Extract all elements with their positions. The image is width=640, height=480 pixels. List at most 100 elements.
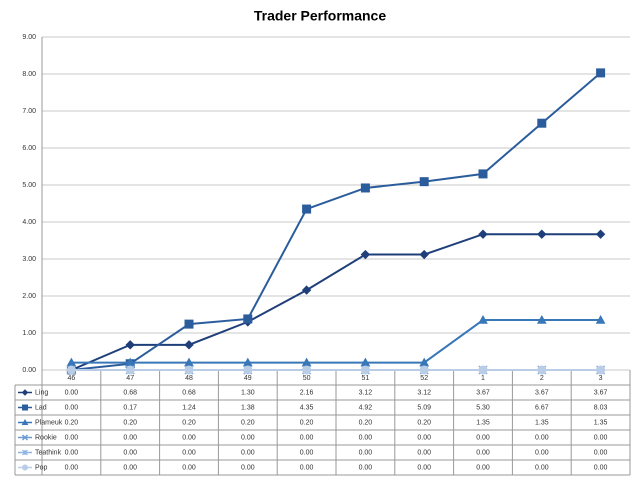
marker bbox=[536, 315, 547, 324]
marker bbox=[478, 229, 488, 239]
marker bbox=[21, 434, 29, 441]
table-cell: 0.00 bbox=[359, 464, 373, 471]
table-cell: 0.00 bbox=[65, 434, 79, 441]
marker bbox=[21, 418, 29, 425]
marker bbox=[21, 389, 29, 396]
table-cell: 0.00 bbox=[359, 434, 373, 441]
table-cell: 2.16 bbox=[300, 389, 314, 396]
marker bbox=[301, 285, 312, 295]
table-cell: 0.68 bbox=[123, 389, 137, 396]
table-cell: 0.00 bbox=[535, 449, 549, 456]
table-cell: 0.00 bbox=[241, 434, 255, 441]
legend-label: Ling bbox=[35, 389, 48, 396]
y-tick-label: 4.00 bbox=[22, 219, 36, 226]
x-tick-label: 2 bbox=[540, 375, 544, 382]
table-cell: 0.00 bbox=[359, 449, 373, 456]
marker bbox=[419, 177, 429, 187]
table-cell: 0.20 bbox=[417, 419, 431, 426]
table-cell: 0.00 bbox=[123, 449, 137, 456]
marker bbox=[66, 365, 76, 375]
table-cell: 0.00 bbox=[476, 464, 490, 471]
table-cell: 0.00 bbox=[594, 464, 608, 471]
table-cell: 4.35 bbox=[300, 404, 314, 411]
x-tick-label: 3 bbox=[599, 375, 603, 382]
series-line bbox=[71, 72, 602, 371]
marker bbox=[596, 365, 606, 375]
series-line bbox=[71, 319, 601, 364]
table-cell: 0.00 bbox=[535, 464, 549, 471]
marker bbox=[184, 365, 194, 375]
table-cell: 1.35 bbox=[476, 419, 490, 426]
table-cell: 3.12 bbox=[359, 389, 373, 396]
table-cell: 0.00 bbox=[300, 434, 314, 441]
marker bbox=[537, 229, 547, 239]
table-cell: 5.09 bbox=[417, 404, 431, 411]
y-tick-label: 3.00 bbox=[22, 256, 36, 263]
marker bbox=[125, 340, 135, 350]
table-cell: 0.00 bbox=[594, 434, 608, 441]
y-tick-label: 9.00 bbox=[22, 34, 36, 41]
legend-label: Teathink bbox=[35, 449, 62, 456]
table-cell: 0.20 bbox=[182, 419, 196, 426]
table-cell: 0.00 bbox=[417, 449, 431, 456]
table-cell: 3.67 bbox=[476, 389, 490, 396]
table-cell: 0.20 bbox=[359, 419, 373, 426]
table-cell: 1.35 bbox=[594, 419, 608, 426]
table-cell: 0.00 bbox=[182, 464, 196, 471]
marker bbox=[302, 204, 312, 214]
x-tick-label: 46 bbox=[68, 375, 76, 382]
table-cell: 0.20 bbox=[123, 419, 137, 426]
x-tick-label: 49 bbox=[244, 375, 252, 382]
table-cell: 1.24 bbox=[182, 404, 196, 411]
x-tick-label: 52 bbox=[420, 375, 428, 382]
marker bbox=[596, 68, 606, 78]
table-cell: 0.20 bbox=[241, 419, 255, 426]
legend-label: Rookie bbox=[35, 434, 57, 441]
table-cell: 0.17 bbox=[123, 404, 137, 411]
marker bbox=[360, 183, 370, 193]
legend-label: Pop bbox=[35, 464, 48, 471]
y-tick-label: 7.00 bbox=[22, 108, 36, 115]
marker bbox=[537, 365, 547, 375]
marker bbox=[125, 365, 135, 375]
y-tick-label: 8.00 bbox=[22, 71, 36, 78]
table-cell: 1.38 bbox=[241, 404, 255, 411]
marker bbox=[22, 404, 28, 411]
y-tick-label: 1.00 bbox=[22, 330, 36, 337]
table-cell: 0.00 bbox=[65, 464, 79, 471]
marker bbox=[595, 315, 606, 324]
table-cell: 1.35 bbox=[535, 419, 549, 426]
x-tick-label: 51 bbox=[362, 375, 370, 382]
table-cell: 0.00 bbox=[476, 449, 490, 456]
marker bbox=[184, 340, 194, 350]
marker bbox=[537, 118, 547, 128]
x-tick-label: 1 bbox=[481, 375, 485, 382]
marker bbox=[478, 169, 488, 179]
table-cell: 0.00 bbox=[182, 449, 196, 456]
marker bbox=[478, 315, 488, 324]
table-cell: 4.92 bbox=[359, 404, 373, 411]
marker bbox=[595, 229, 606, 239]
y-tick-label: 6.00 bbox=[22, 145, 36, 152]
table-cell: 0.00 bbox=[300, 449, 314, 456]
table-cell: 0.00 bbox=[535, 434, 549, 441]
table-cell: 0.00 bbox=[65, 389, 79, 396]
marker bbox=[184, 319, 194, 329]
table-cell: 0.00 bbox=[123, 434, 137, 441]
table-cell: 0.00 bbox=[300, 464, 314, 471]
marker bbox=[478, 365, 488, 375]
chart-title: Trader Performance bbox=[254, 8, 386, 24]
x-tick-label: 47 bbox=[126, 375, 134, 382]
table-cell: 0.68 bbox=[182, 389, 196, 396]
table-cell: 1.30 bbox=[241, 389, 255, 396]
table-cell: 6.67 bbox=[535, 404, 549, 411]
table-cell: 0.00 bbox=[123, 464, 137, 471]
x-tick-label: 50 bbox=[303, 375, 311, 382]
marker bbox=[360, 365, 370, 375]
table-cell: 3.67 bbox=[535, 389, 549, 396]
table-cell: 5.30 bbox=[476, 404, 490, 411]
marker bbox=[360, 249, 371, 260]
marker bbox=[243, 314, 253, 324]
marker bbox=[22, 449, 28, 456]
